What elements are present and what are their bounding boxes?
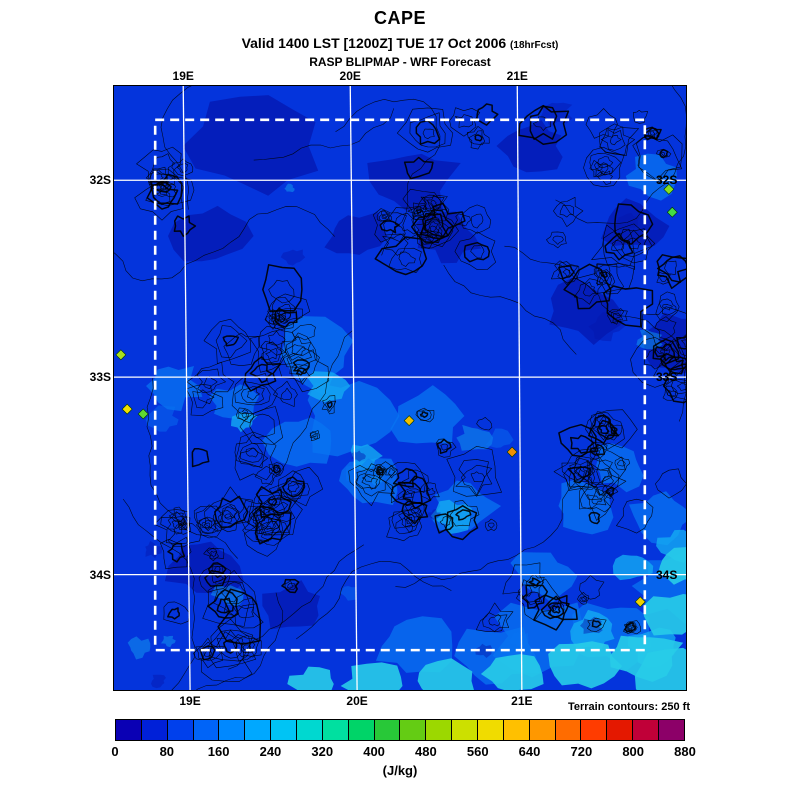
colorbar-segment [374,720,401,740]
colorbar-segment [555,720,582,740]
map-panel: 19E 19E 20E 20E 21E 21E 32S 32S 33S 33S 34S 34S [90,69,687,708]
cape-max-marker-icon [121,403,133,415]
terrain-contour-note: Terrain contours: 250 ft [567,701,690,713]
cape-max-marker-icon [137,408,149,420]
colorbar-tick-label: 800 [622,744,645,759]
forecast-hour-note: (18hrFcst) [510,40,559,51]
colorbar-segment [193,720,220,740]
y-axis-label-left: 32S [89,173,111,188]
x-axis-label-top: 19E [172,69,194,83]
colorbar-segment [452,720,479,740]
model-name: RASP BLIPMAP - WRF Forecast [309,55,491,69]
colorbar [115,719,685,741]
colorbar-segment [116,720,142,740]
y-axis-label-left: 34S [89,567,111,582]
page-title: CAPE [373,8,426,28]
colorbar-segment [581,720,608,740]
colorbar-segment [348,720,375,740]
colorbar-tick-label: 80 [159,744,175,759]
cape-max-marker-icon [403,415,415,427]
colorbar-tick-label: 640 [518,744,541,759]
colorbar-tick-label: 0 [111,744,119,759]
map-canvas [114,86,686,690]
colorbar-segment [219,720,246,740]
cape-max-marker-icon [115,349,127,361]
colorbar-units: (J/kg) [382,763,418,778]
y-axis-label-left: 33S [89,370,111,385]
colorbar-segment [167,720,194,740]
colorbar-segment [659,720,684,740]
colorbar-segment [400,720,427,740]
colorbar-tick-label: 400 [363,744,385,759]
cape-max-marker-icon [666,206,678,218]
colorbar-segment [529,720,556,740]
colorbar-segment [297,720,323,740]
colorbar-segment [607,720,634,740]
figure-header: CAPE Valid 1400 LST [1200Z] TUE 17 Oct 2… [0,8,800,69]
colorbar-tick-label: 560 [466,744,489,759]
x-axis-label-top: 21E [506,69,528,83]
colorbar-ticks: 0 80 160 240 320 400 480 560 640 720 800 880 [111,744,695,760]
colorbar-tick-label: 880 [674,744,696,759]
colorbar-segment [426,720,453,740]
colorbar-segment [633,720,660,740]
cape-max-marker-icon [506,446,518,458]
colorbar-segment [503,720,530,740]
colorbar-tick-label: 480 [415,744,437,759]
colorbar-segment [271,720,298,740]
colorbar-segment [245,720,272,740]
colorbar-segment [478,720,504,740]
colorbar-tick-label: 720 [570,744,593,759]
valid-time-line: Valid 1400 LST [1200Z] TUE 17 Oct 2006 (… [0,35,800,51]
colorbar-segment [141,720,168,740]
cape-max-marker-icon [663,183,675,195]
colorbar-tick-label: 320 [311,744,334,759]
x-axis-label-top: 20E [339,69,361,83]
colorbar-segment [322,720,349,740]
valid-time-text: Valid 1400 LST [1200Z] TUE 17 Oct 2006 [241,35,507,51]
cape-max-marker-icon [634,596,646,608]
colorbar-tick-label: 240 [259,744,282,759]
colorbar-tick-label: 160 [207,744,230,759]
